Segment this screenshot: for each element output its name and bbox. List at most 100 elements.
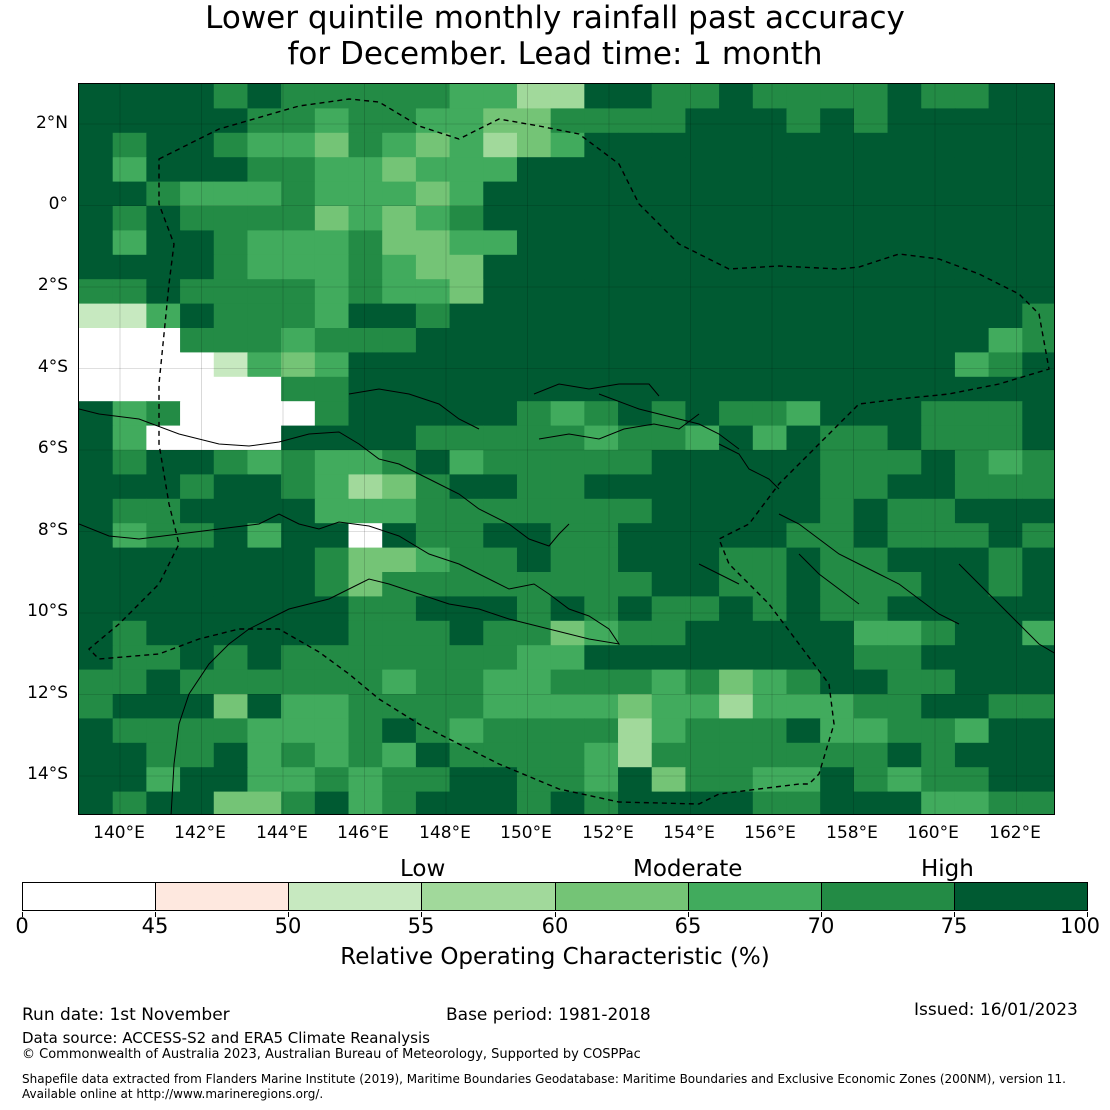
grid-cell — [483, 328, 518, 353]
grid-cell — [483, 425, 518, 451]
grid-cell — [921, 376, 956, 402]
grid-cell — [79, 596, 114, 622]
grid-cell — [651, 523, 687, 549]
grid-cell — [1022, 132, 1054, 158]
grid-cell — [213, 645, 249, 671]
grid-cell — [112, 791, 147, 814]
grid-cell — [786, 425, 821, 451]
grid-cell — [1022, 108, 1054, 134]
grid-cell — [281, 376, 316, 402]
grid-cell — [887, 645, 922, 671]
grid-cell — [213, 742, 249, 768]
grid-cell — [281, 547, 316, 573]
grid-cell — [685, 669, 720, 695]
grid-cell — [516, 645, 552, 671]
grid-cell — [719, 352, 754, 378]
grid-cell — [786, 157, 821, 183]
grid-cell — [79, 620, 114, 646]
grid-cell — [719, 279, 754, 305]
grid-cell — [921, 596, 956, 622]
grid-cell — [887, 157, 922, 183]
grid-cell — [988, 254, 1023, 280]
grid-cell — [382, 376, 417, 402]
grid-cell — [954, 181, 990, 207]
grid-cell — [449, 694, 484, 719]
grid-cell — [213, 572, 249, 597]
lon-label-154e: 154°E — [663, 823, 715, 843]
grid-cell — [348, 132, 383, 158]
grid-cell — [415, 645, 451, 671]
grid-cell — [887, 669, 922, 695]
grid-cell — [719, 669, 754, 695]
grid-cell — [954, 328, 990, 353]
lon-label-158e: 158°E — [826, 823, 878, 843]
grid-cell — [618, 254, 653, 280]
grid-cell — [820, 303, 855, 329]
grid-cell — [988, 352, 1023, 378]
grid-cell — [146, 352, 181, 378]
grid-cell — [887, 596, 922, 622]
grid-cell — [719, 767, 754, 793]
grid-cell — [853, 450, 889, 475]
grid-cell — [79, 303, 114, 329]
grid-cell — [281, 596, 316, 622]
grid-cell — [853, 767, 889, 793]
grid-cell — [348, 157, 383, 183]
grid-cell — [651, 742, 687, 768]
grid-cell — [853, 108, 889, 134]
grid-cell — [314, 84, 350, 109]
grid-cell — [651, 132, 687, 158]
grid-cell — [887, 401, 922, 427]
grid-cell — [314, 450, 350, 475]
grid-cell — [719, 376, 754, 402]
lon-label-140e: 140°E — [93, 823, 145, 843]
grid-cell — [988, 694, 1023, 719]
grid-cell — [382, 767, 417, 793]
grid-cell — [618, 352, 653, 378]
grid-cell — [146, 376, 181, 402]
grid-cell — [516, 328, 552, 353]
data-source: Data source: ACCESS-S2 and ERA5 Climate … — [22, 1029, 430, 1047]
grid-cell — [348, 352, 383, 378]
grid-cell — [954, 132, 990, 158]
lat-label-8s: 8°S — [37, 520, 68, 540]
grid-cell — [281, 230, 316, 256]
grid-cell — [112, 767, 147, 793]
grid-cell — [348, 620, 383, 646]
grid-cell — [79, 767, 114, 793]
rainfall-accuracy-map — [78, 83, 1055, 815]
grid-cell — [449, 254, 484, 280]
grid-cell — [988, 206, 1023, 231]
grid-cell — [954, 791, 990, 814]
grid-cell — [719, 84, 754, 109]
grid-cell — [752, 450, 788, 475]
grid-cell — [988, 645, 1023, 671]
grid-cell — [584, 230, 619, 256]
grid-cell — [348, 279, 383, 305]
grid-cell — [281, 523, 316, 549]
grid-cell — [685, 596, 720, 622]
grid-cell — [921, 303, 956, 329]
grid-cell — [146, 84, 181, 109]
grid-cell — [954, 694, 990, 719]
grid-cell — [786, 230, 821, 256]
grid-cell — [314, 572, 350, 597]
roc-grid — [79, 84, 1054, 814]
grid-cell — [483, 791, 518, 814]
grid-cell — [988, 279, 1023, 305]
grid-cell — [483, 450, 518, 475]
grid-cell — [449, 206, 484, 231]
coastline — [718, 443, 780, 490]
grid-cell — [1022, 498, 1054, 524]
grid-cell — [382, 230, 417, 256]
grid-cell — [921, 474, 956, 500]
grid-cell — [786, 596, 821, 622]
grid-cell — [752, 328, 788, 353]
colorbar-tick — [155, 912, 156, 917]
colorbar-bin-0-45 — [23, 883, 156, 910]
grid-cell — [719, 230, 754, 256]
grid-cell — [584, 572, 619, 597]
grid-cell — [79, 425, 114, 451]
grid-cell — [550, 254, 585, 280]
grid-cell — [853, 157, 889, 183]
